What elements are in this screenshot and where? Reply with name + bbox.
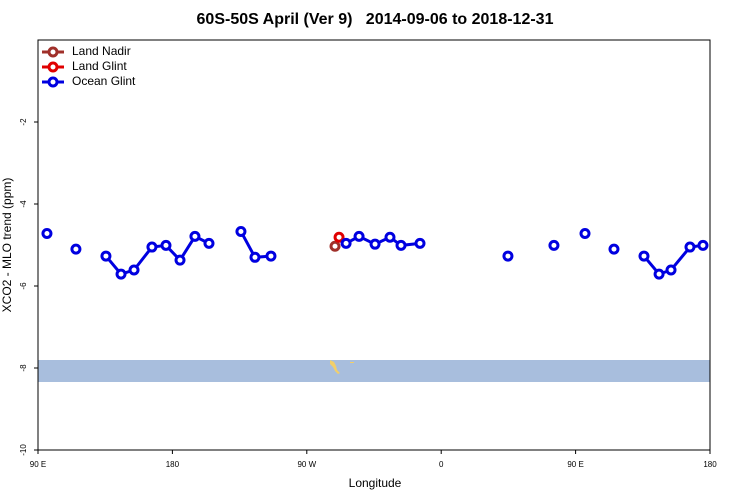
plot-frame (37, 39, 711, 451)
data-point (502, 250, 514, 262)
y-tick-label: -8 (19, 364, 28, 372)
legend-marker (47, 46, 59, 58)
x-tick-label: 180 (166, 460, 180, 469)
data-point (160, 239, 172, 251)
x-axis-label: Longitude (349, 476, 402, 490)
x-tick-label: 90 E (567, 460, 583, 469)
data-point (329, 240, 341, 252)
data-point (100, 250, 112, 262)
legend-marker (47, 76, 59, 88)
data-point (203, 237, 215, 249)
land-shape (330, 360, 354, 374)
x-tick-label: 0 (439, 460, 444, 469)
data-point (174, 254, 186, 266)
data-point (333, 231, 345, 243)
map-strip (38, 360, 710, 382)
data-point (265, 250, 277, 262)
series-line (104, 234, 210, 276)
data-point (70, 243, 82, 255)
legend-label: Land Glint (72, 59, 127, 73)
data-point (146, 241, 158, 253)
data-point (665, 264, 677, 276)
data-point (548, 239, 560, 251)
y-tick-label: -2 (19, 118, 28, 126)
data-point (128, 264, 140, 276)
data-point (340, 237, 352, 249)
data-point (384, 231, 396, 243)
data-point (608, 243, 620, 255)
x-tick-label: 90 W (297, 460, 316, 469)
data-point (235, 225, 247, 237)
data-point (189, 230, 201, 242)
chart-title: 60S-50S April (Ver 9) 2014-09-06 to 2018… (197, 11, 554, 28)
x-tick-label: 90 E (30, 460, 46, 469)
data-point (414, 237, 426, 249)
data-point (653, 268, 665, 280)
data-point (353, 230, 365, 242)
data-point (684, 241, 696, 253)
data-point (115, 268, 127, 280)
data-point (369, 238, 381, 250)
legend-label: Ocean Glint (72, 74, 136, 88)
x-tick-label: 180 (703, 460, 717, 469)
data-point (697, 239, 709, 251)
data-point (249, 251, 261, 263)
data-point (41, 228, 53, 240)
legend-marker (47, 61, 59, 73)
y-tick-label: -4 (19, 200, 28, 208)
data-point (579, 228, 591, 240)
y-axis-label: XCO2 - MLO trend (ppm) (0, 178, 14, 313)
y-tick-label: -10 (19, 444, 28, 456)
legend-label: Land Nadir (72, 44, 131, 58)
y-tick-label: -6 (19, 282, 28, 290)
data-point (638, 250, 650, 262)
data-point (395, 239, 407, 251)
